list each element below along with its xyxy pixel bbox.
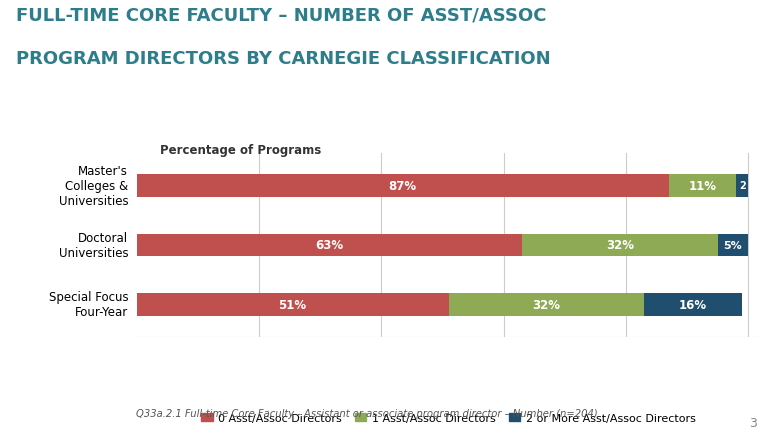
Text: 32%: 32%	[606, 239, 634, 252]
Legend: 0 Asst/Assoc Directors, 1 Asst/Assoc Directors, 2 or More Asst/Assoc Directors: 0 Asst/Assoc Directors, 1 Asst/Assoc Dir…	[197, 408, 700, 427]
Text: 3: 3	[749, 416, 757, 429]
Text: 87%: 87%	[388, 180, 417, 192]
Bar	[448, 293, 644, 316]
Bar	[718, 234, 748, 257]
Text: PROGRAM DIRECTORS BY CARNEGIE CLASSIFICATION: PROGRAM DIRECTORS BY CARNEGIE CLASSIFICA…	[16, 50, 550, 68]
Text: 2: 2	[739, 181, 746, 191]
Bar	[136, 293, 448, 316]
Text: 16%: 16%	[679, 298, 707, 311]
Bar	[522, 234, 718, 257]
Text: 11%: 11%	[689, 180, 716, 192]
Text: Percentage of Programs: Percentage of Programs	[160, 144, 321, 157]
Text: 51%: 51%	[278, 298, 307, 311]
Text: Q33a.2.1 Full-time Core Faculty - Assistant or associate program director – Numb: Q33a.2.1 Full-time Core Faculty - Assist…	[136, 408, 598, 418]
Bar	[136, 175, 668, 197]
Text: 63%: 63%	[315, 239, 343, 252]
Text: 32%: 32%	[533, 298, 560, 311]
Text: 5%: 5%	[724, 240, 743, 250]
Bar	[136, 234, 522, 257]
Bar	[644, 293, 742, 316]
Bar	[668, 175, 736, 197]
Bar	[736, 175, 748, 197]
Text: FULL-TIME CORE FACULTY – NUMBER OF ASST/ASSOC: FULL-TIME CORE FACULTY – NUMBER OF ASST/…	[16, 7, 546, 25]
